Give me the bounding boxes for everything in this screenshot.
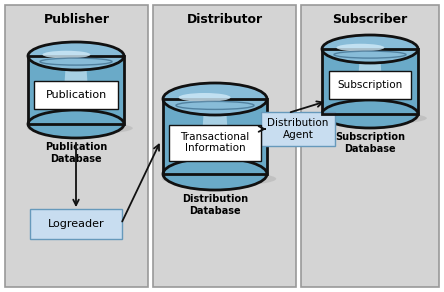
FancyBboxPatch shape xyxy=(30,209,122,239)
Polygon shape xyxy=(163,99,267,174)
Polygon shape xyxy=(28,56,47,124)
Ellipse shape xyxy=(163,83,267,115)
Ellipse shape xyxy=(321,112,427,124)
Text: Distributor: Distributor xyxy=(186,13,262,26)
Ellipse shape xyxy=(337,44,385,51)
Polygon shape xyxy=(399,49,418,114)
Polygon shape xyxy=(28,56,124,124)
Text: Publisher: Publisher xyxy=(44,13,110,26)
Polygon shape xyxy=(356,49,385,114)
FancyBboxPatch shape xyxy=(169,124,261,161)
Text: Subscription: Subscription xyxy=(337,80,403,90)
Text: Subscriber: Subscriber xyxy=(333,13,408,26)
Ellipse shape xyxy=(27,122,133,135)
Polygon shape xyxy=(163,99,184,174)
FancyBboxPatch shape xyxy=(329,71,411,99)
Polygon shape xyxy=(322,49,418,114)
Text: Distribution
Database: Distribution Database xyxy=(182,194,248,215)
Ellipse shape xyxy=(322,100,418,128)
Ellipse shape xyxy=(28,110,124,138)
Text: Publication
Database: Publication Database xyxy=(45,142,107,164)
Ellipse shape xyxy=(28,42,124,70)
Text: Distribution
Agent: Distribution Agent xyxy=(267,118,329,140)
Text: Transactional
Information: Transactional Information xyxy=(180,132,250,153)
Polygon shape xyxy=(246,99,267,174)
FancyBboxPatch shape xyxy=(261,112,335,146)
Text: Logreader: Logreader xyxy=(48,219,104,229)
Ellipse shape xyxy=(42,51,91,58)
Polygon shape xyxy=(105,56,124,124)
Ellipse shape xyxy=(163,158,267,190)
Text: Publication: Publication xyxy=(45,91,107,100)
Ellipse shape xyxy=(178,93,230,102)
Text: Subscription
Database: Subscription Database xyxy=(335,132,405,154)
Ellipse shape xyxy=(162,172,276,186)
Polygon shape xyxy=(199,99,230,174)
Ellipse shape xyxy=(322,35,418,63)
Bar xyxy=(5,5,148,287)
Polygon shape xyxy=(322,49,341,114)
Bar xyxy=(301,5,439,287)
Polygon shape xyxy=(62,56,91,124)
Bar xyxy=(153,5,296,287)
FancyBboxPatch shape xyxy=(34,81,118,110)
